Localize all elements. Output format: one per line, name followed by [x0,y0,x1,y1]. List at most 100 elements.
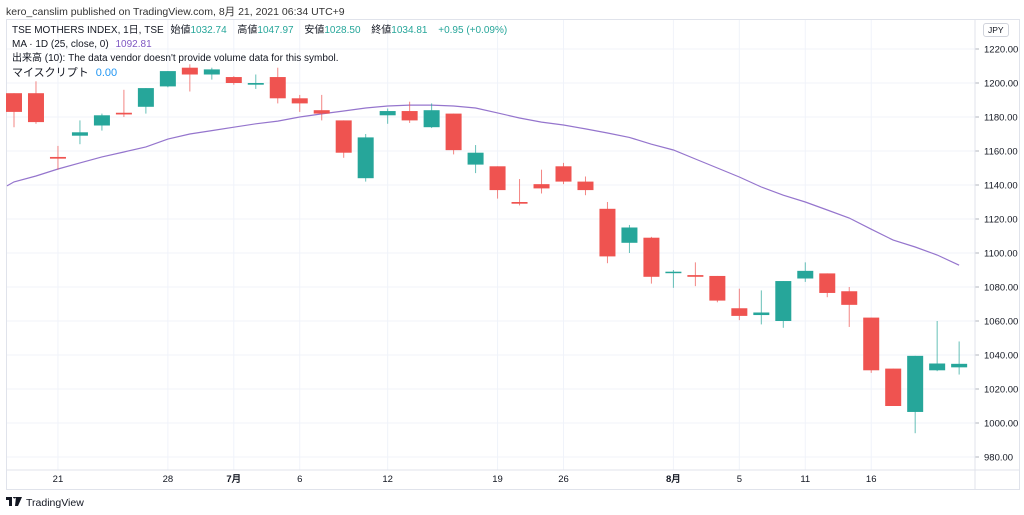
chart-frame [6,19,1020,490]
candle-body [115,112,132,115]
ma-value: 1092.81 [115,39,152,50]
x-tick-label: 8月 [666,474,681,485]
candle [951,341,968,375]
candle-body [71,132,88,136]
candle [137,88,154,114]
volume-row[interactable]: 出来高 (10): The data vendor doesn't provid… [12,52,511,66]
candle [445,113,462,155]
candle-body [27,93,44,123]
candle [885,368,902,406]
y-tick-label: 1220.00 [984,45,1018,56]
candle [379,108,396,124]
candle [511,179,528,206]
x-tick-label: 7月 [226,474,241,485]
candle-body [621,227,638,243]
candle-body [467,152,484,165]
high-label: 高値 [237,25,258,36]
y-tick-label: 1120.00 [984,215,1018,226]
candle-body [841,291,858,305]
candle-body [555,166,572,182]
candle-body [599,208,616,257]
ma-label: MA · 1D (25, close, 0) [12,39,109,50]
x-tick-label: 28 [163,474,174,485]
candle [731,288,748,321]
candle [49,145,66,170]
candle-body [753,312,770,316]
open-value: 1032.74 [190,25,227,36]
candle-body [577,181,594,191]
y-tick-label: 1200.00 [984,79,1018,90]
candle [687,262,704,287]
ma-line [6,104,960,266]
candle-body [401,111,418,121]
candle [423,103,440,129]
candle-body [511,202,528,204]
x-tick-label: 5 [737,474,742,485]
candle [225,76,242,85]
tradingview-brand: TradingView [26,497,84,509]
candle [269,67,286,104]
x-tick-label: 6 [297,474,302,485]
candle [929,321,946,372]
candle-body [951,363,968,368]
high-value: 1047.97 [257,25,294,36]
candle [313,94,330,121]
candle [709,275,726,303]
candle-body [643,237,660,277]
candle-body [159,71,176,87]
x-tick-label: 19 [492,474,503,485]
x-tick-label: 26 [558,474,569,485]
candle-body [489,166,506,191]
candle-body [6,93,22,112]
candle-body [247,83,264,85]
candle-body [445,113,462,151]
x-tick-label: 16 [866,474,877,485]
candle [863,317,880,373]
candle [291,94,308,112]
candle [6,93,22,128]
candle-body [687,275,704,277]
candle-body [423,110,440,128]
low-value: 1028.50 [324,25,361,36]
ohlc-row: TSE MOTHERS INDEX, 1日, TSE 始値1032.74 高値1… [12,24,511,38]
tradingview-logo[interactable]: TradingView [6,495,84,509]
candle-body [49,156,66,159]
x-tick-label: 21 [53,474,64,485]
candle-body [533,184,550,189]
candle [819,273,836,298]
candle [203,67,220,80]
candle-body [313,110,330,114]
y-tick-label: 1160.00 [984,147,1018,158]
symbol-label[interactable]: TSE MOTHERS INDEX, 1日, TSE [12,25,164,36]
candle-body [885,368,902,406]
candle [467,145,484,174]
candle-body [137,88,154,107]
ma-row[interactable]: MA · 1D (25, close, 0) 1092.81 [12,38,511,52]
y-tick-label: 980.00 [984,453,1013,464]
script-label: マイスクリプト [12,67,89,79]
candle [247,74,264,89]
open-label: 始値 [170,25,191,36]
published-line: kero_canslim published on TradingView.co… [6,6,345,18]
y-tick-label: 1180.00 [984,113,1018,124]
currency-badge[interactable]: JPY [983,23,1009,37]
low-label: 安値 [304,25,325,36]
candle-body [907,355,924,412]
candle-body [181,67,198,75]
candle [489,166,506,199]
script-row[interactable]: マイスクリプト 0.00 [12,66,511,80]
candle [533,169,550,194]
y-tick-label: 1080.00 [984,283,1018,294]
y-tick-label: 1140.00 [984,181,1018,192]
candle-body [819,273,836,293]
close-value: 1034.81 [391,25,428,36]
candle [71,120,88,145]
candle [621,224,638,253]
candle [907,355,924,434]
candle-body [797,270,814,279]
candle-body [665,271,682,274]
candle-body [731,308,748,316]
candle [93,113,110,131]
tradingview-logo-icon [6,495,22,509]
